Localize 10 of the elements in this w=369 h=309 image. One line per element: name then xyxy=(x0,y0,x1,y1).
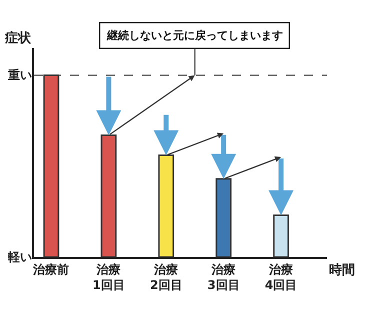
x-tick-label: 治療 4回目 xyxy=(264,262,298,292)
text: 重い xyxy=(7,68,32,82)
text: 軽い xyxy=(7,250,32,264)
y-axis-title: 症状 xyxy=(4,30,32,46)
x-tick-label: 治療 3回目 xyxy=(207,262,240,292)
x-tick-label: 治療 2回目 xyxy=(150,262,182,292)
text: 継続しないと元に戻ってしまいます xyxy=(106,29,284,42)
x-axis-title: 時間 xyxy=(329,263,355,278)
x-tick-label: 治療 1回目 xyxy=(92,262,125,292)
x-tick-label: 治療前 xyxy=(32,262,70,276)
